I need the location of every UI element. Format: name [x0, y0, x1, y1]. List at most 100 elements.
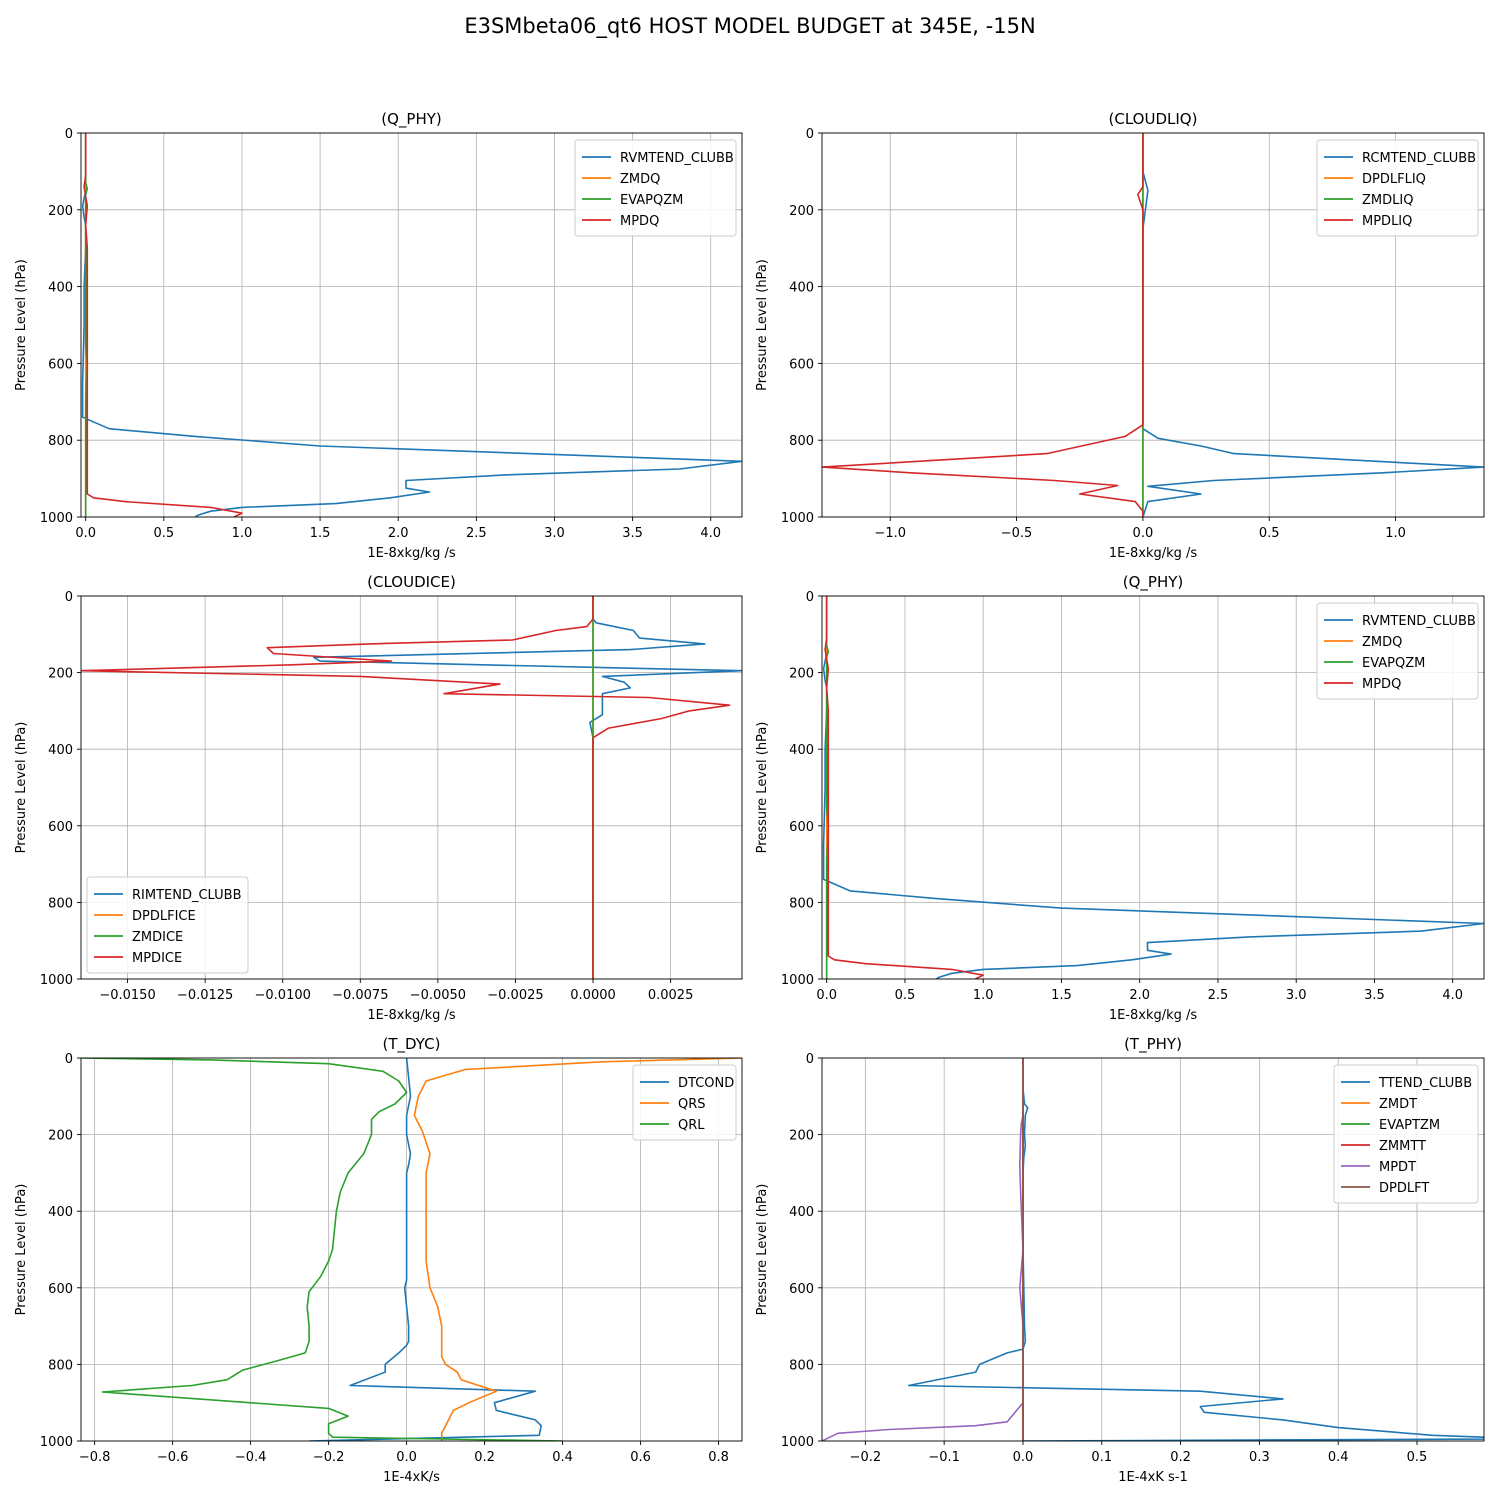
subplot-title: (CLOUDLIQ): [1109, 110, 1198, 128]
legend-entry: EVAPTZM: [1379, 1118, 1440, 1133]
legend-entry: EVAPQZM: [620, 193, 683, 208]
x-tick-label: −0.0150: [99, 988, 155, 1003]
series-line-rcmtend-clubb: [1142, 133, 1484, 517]
subplot-3: −0.0150 −0.0125 −0.0100 −0.0075 −0.0050 −0.00…: [14, 573, 743, 1023]
series-line-rvmtend-clubb: [81, 133, 742, 517]
y-axis-label: Pressure Level (hPa): [14, 722, 29, 854]
legend-box: [574, 139, 737, 237]
x-axis-label: 1E-4xK s-1: [1118, 1470, 1188, 1485]
y-tick-label: 400: [48, 281, 73, 296]
legend-entry: RIMTEND_CLUBB: [132, 888, 242, 903]
x-axis-label: 1E-8xkg/kg /s: [1109, 546, 1198, 561]
series-line-mpdt: [822, 1058, 1024, 1441]
series-line-evapqzm: [84, 133, 89, 517]
legend-entry: RVMTEND_CLUBB: [1362, 614, 1476, 629]
y-tick-label: 200: [48, 1129, 73, 1144]
y-tick-label: 200: [48, 667, 73, 682]
subplot-2: −1.0 −0.5 0.0 0.5 1.0 0 200 400 600 800 1000 (CLOUD…: [755, 110, 1485, 561]
x-tick-label: 0.8: [708, 1450, 729, 1465]
x-tick-label: 3.0: [544, 526, 565, 541]
series-line-mpdice: [81, 596, 731, 979]
legend: TTEND_CLUBB ZMDT EVAPTZM ZMMTT MPDT DPDLFT: [1333, 1064, 1479, 1204]
y-axis-label: Pressure Level (hPa): [14, 1184, 29, 1316]
legend-entry: MPDQ: [620, 214, 659, 229]
axes-frame: [80, 132, 743, 518]
y-tick-label: 1000: [40, 973, 73, 988]
x-tick-label: −0.0025: [487, 988, 543, 1003]
y-tick-label: 200: [789, 204, 814, 219]
y-tick-label: 200: [789, 1129, 814, 1144]
x-axis-label: 1E-8xkg/kg /s: [367, 546, 456, 561]
y-tick-label: 600: [789, 357, 814, 372]
x-tick-label: 4.0: [700, 526, 721, 541]
subplot-4: 0.0 0.5 1.0 1.5 2.0 2.5 3.0 3.5 4.0 0 200 400 600 800…: [755, 573, 1485, 1023]
x-tick-label: 2.5: [466, 526, 487, 541]
x-tick-label: 0.0: [816, 988, 837, 1003]
y-tick-label: 200: [789, 667, 814, 682]
subplot-title: (Q_PHY): [381, 110, 442, 129]
x-tick-label: 0.0: [75, 526, 96, 541]
y-tick-label: 600: [48, 820, 73, 835]
legend-entry: ZMDQ: [1362, 635, 1402, 650]
subplot-6: −0.2 −0.1 0.0 0.1 0.2 0.3 0.4 0.5 0 200 400 600 800 1…: [755, 1035, 1485, 1485]
subplot-title: (T_DYC): [383, 1035, 441, 1054]
legend-box: [632, 1064, 737, 1141]
legend-entry: DPDLFICE: [132, 909, 196, 924]
x-axis-label: 1E-4xK/s: [383, 1470, 440, 1485]
axes-frame: [821, 1057, 1485, 1442]
legend: RIMTEND_CLUBB DPDLFICE ZMDICE MPDICE: [86, 876, 249, 974]
legend-entry: ZMDICE: [132, 930, 183, 945]
x-tick-label: 0.2: [474, 1450, 495, 1465]
legend-entry: ZMDLIQ: [1362, 193, 1413, 208]
x-tick-label: 0.0025: [648, 988, 694, 1003]
series-line-mpdq: [824, 596, 985, 979]
x-tick-label: 0.5: [895, 988, 916, 1003]
figure-title: E3SMbeta06_qt6 HOST MODEL BUDGET at 345E…: [464, 14, 1036, 38]
legend-entry: MPDQ: [1362, 677, 1401, 692]
x-tick-label: 0.0: [396, 1450, 417, 1465]
x-tick-label: 3.0: [1286, 988, 1307, 1003]
series-line-rimtend-clubb: [312, 596, 742, 979]
y-tick-label: 1000: [781, 1435, 814, 1450]
x-tick-label: 1.0: [1385, 526, 1406, 541]
legend-entry: ZMMTT: [1379, 1139, 1426, 1154]
y-tick-label: 0: [806, 127, 814, 142]
x-tick-label: 0.3: [1249, 1450, 1270, 1465]
x-tick-label: 0.4: [1328, 1450, 1349, 1465]
x-tick-label: −0.0125: [177, 988, 233, 1003]
y-tick-label: 1000: [40, 1435, 73, 1450]
legend-entry: QRL: [678, 1118, 705, 1133]
x-tick-label: 2.0: [1129, 988, 1150, 1003]
subplot-title: (Q_PHY): [1123, 573, 1184, 592]
legend-box: [86, 876, 249, 974]
y-tick-label: 0: [806, 590, 814, 605]
legend: RCMTEND_CLUBB DPDLFLIQ ZMDLIQ MPDLIQ: [1316, 139, 1479, 237]
x-tick-label: 1.5: [310, 526, 331, 541]
series-line-qrl: [81, 1058, 563, 1441]
series-line-rvmtend-clubb: [822, 596, 1484, 979]
x-tick-label: 0.2: [1170, 1450, 1191, 1465]
x-tick-label: 0.0000: [570, 988, 616, 1003]
y-axis-label: Pressure Level (hPa): [755, 722, 770, 854]
y-axis-label: Pressure Level (hPa): [755, 1184, 770, 1316]
legend-entry: EVAPQZM: [1362, 656, 1425, 671]
x-tick-label: −0.6: [157, 1450, 189, 1465]
x-tick-label: 1.0: [232, 526, 253, 541]
x-tick-label: 2.5: [1208, 988, 1229, 1003]
legend-entry: DPDLFLIQ: [1362, 172, 1426, 187]
y-tick-label: 0: [65, 1052, 73, 1067]
y-tick-label: 400: [48, 743, 73, 758]
subplot-5: −0.8 −0.6 −0.4 −0.2 0.0 0.2 0.4 0.6 0.8 0 200 400 60…: [14, 1035, 743, 1485]
y-tick-label: 1000: [40, 511, 73, 526]
y-tick-label: 600: [789, 1282, 814, 1297]
x-tick-label: 0.4: [552, 1450, 573, 1465]
x-axis-label: 1E-8xkg/kg /s: [1109, 1008, 1198, 1023]
y-tick-label: 800: [789, 1358, 814, 1373]
legend-entry: DTCOND: [678, 1076, 734, 1091]
series-line-mpdq: [83, 133, 243, 517]
y-tick-label: 400: [789, 1205, 814, 1220]
x-tick-label: 1.5: [1051, 988, 1072, 1003]
y-tick-label: 0: [806, 1052, 814, 1067]
series-line-ttend-clubb: [907, 1058, 1484, 1441]
x-tick-label: 3.5: [622, 526, 643, 541]
